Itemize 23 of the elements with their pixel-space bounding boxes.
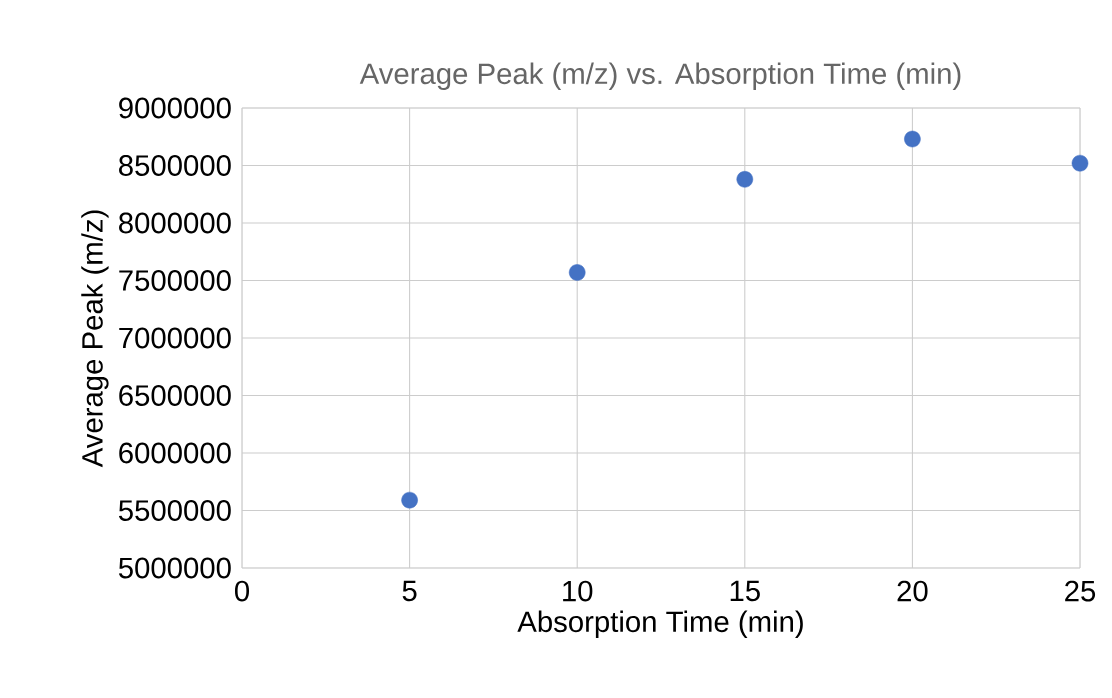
x-tick-label: 10	[563, 580, 593, 602]
point	[401, 491, 418, 509]
y-tick-label: 5500000	[118, 500, 231, 521]
x-tick-label: 15	[730, 580, 760, 602]
point	[1071, 154, 1089, 172]
y-tick-label: 7000000	[119, 327, 231, 349]
x-tick-label: 0	[235, 580, 250, 602]
y-tick-label: 5000000	[118, 557, 231, 579]
y-axis-title: Average Peak (m/z)	[81, 210, 109, 468]
point	[904, 130, 921, 148]
y-tick-label: 8000000	[119, 212, 231, 234]
x-axis-title: Absorption Time (min)	[517, 610, 803, 638]
y-tick-label: 6500000	[119, 385, 231, 406]
point	[736, 171, 754, 188]
y-tick-label: 8500000	[119, 155, 231, 176]
x-tick-label: 25	[1065, 580, 1096, 602]
y-tick-label: 6000000	[119, 442, 231, 464]
point	[568, 264, 586, 281]
y-tick-label: 7500000	[119, 270, 231, 291]
y-tick-label: 9000000	[119, 97, 231, 119]
chart-title: Average Peak (m/z) vs. Absorption Time (min)	[359, 62, 961, 90]
x-tick-label: 5	[402, 580, 417, 602]
x-tick-label: 20	[897, 580, 928, 602]
